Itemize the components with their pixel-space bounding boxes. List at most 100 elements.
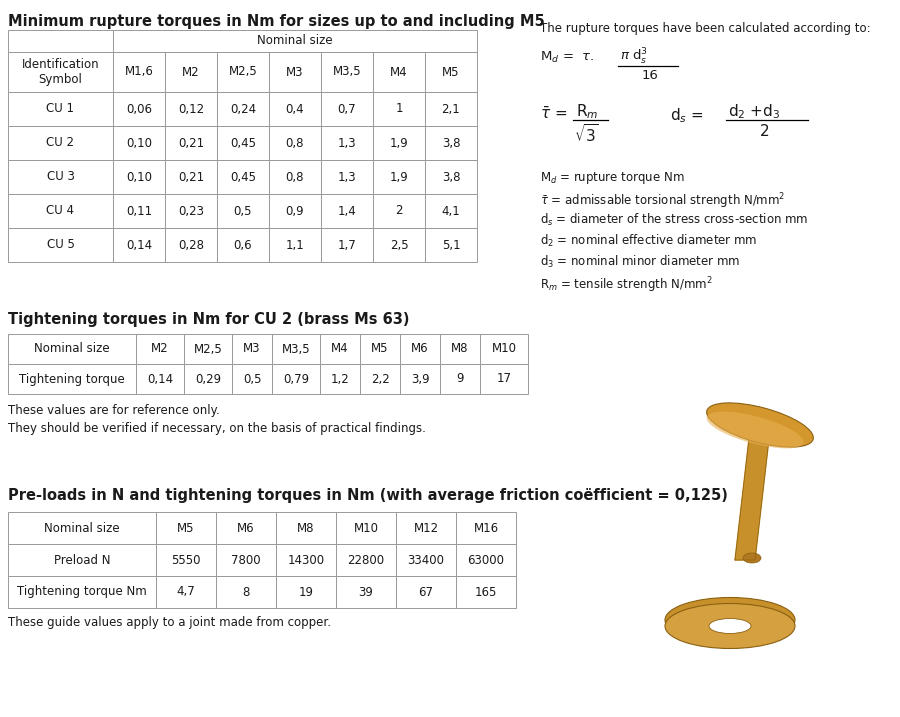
Text: 0,5: 0,5 [243,373,261,386]
Bar [321,52,373,92]
Text: d$_3$ = nominal minor diameter mm: d$_3$ = nominal minor diameter mm [540,254,741,270]
Ellipse shape [709,619,751,634]
Text: M3,5: M3,5 [282,343,310,356]
Bar [396,576,456,608]
Text: 1,9: 1,9 [390,171,409,184]
Text: 0,23: 0,23 [178,204,204,217]
Text: d$_s$ =: d$_s$ = [670,106,704,125]
Bar [8,52,113,92]
Text: Preload N: Preload N [54,554,110,566]
Bar [321,92,373,126]
Bar [456,576,516,608]
Bar [136,364,184,394]
Bar [440,334,480,364]
Bar [320,364,360,394]
Bar [269,52,321,92]
Text: 8: 8 [242,586,249,599]
Ellipse shape [665,604,795,648]
Bar [321,160,373,194]
Text: 0,10: 0,10 [126,171,152,184]
Text: 1,7: 1,7 [338,239,356,252]
Bar [360,334,400,364]
Bar [217,126,269,160]
Ellipse shape [743,553,761,563]
Text: 22800: 22800 [347,554,384,566]
Bar [165,52,217,92]
Bar [8,544,156,576]
Bar [232,364,272,394]
Bar [269,160,321,194]
Text: 0,5: 0,5 [234,204,252,217]
Bar [113,126,165,160]
Bar [217,160,269,194]
Text: The rupture torques have been calculated according to:: The rupture torques have been calculated… [540,22,870,35]
Text: Nominal size: Nominal size [44,521,120,534]
Text: d$_s$ = diameter of the stress cross-section mm: d$_s$ = diameter of the stress cross-sec… [540,212,808,228]
Text: Nominal size: Nominal size [257,34,333,47]
Text: 0,9: 0,9 [285,204,304,217]
Text: M12: M12 [413,521,438,534]
Bar [360,364,400,394]
Text: 67: 67 [418,586,434,599]
Bar [232,334,272,364]
Bar [269,92,321,126]
Bar [425,52,477,92]
Bar [8,92,113,126]
Text: 0,11: 0,11 [126,204,152,217]
Text: 0,4: 0,4 [285,103,304,115]
Text: 19: 19 [299,586,313,599]
Bar [184,364,232,394]
Text: M2: M2 [182,65,200,78]
Bar [373,92,425,126]
Text: 0,12: 0,12 [178,103,204,115]
Bar [440,364,480,394]
Text: 0,21: 0,21 [178,136,204,150]
Text: 2: 2 [760,124,770,139]
Text: M$_d$ = rupture torque Nm: M$_d$ = rupture torque Nm [540,170,685,186]
Text: Minimum rupture torques in Nm for sizes up to and including M5: Minimum rupture torques in Nm for sizes … [8,14,544,29]
Text: 0,14: 0,14 [126,239,152,252]
Text: 0,7: 0,7 [338,103,356,115]
Bar [336,576,396,608]
Text: 0,45: 0,45 [230,171,256,184]
Bar [8,512,156,544]
Text: M$_d$ =  $\tau$.: M$_d$ = $\tau$. [540,50,594,65]
Text: M16: M16 [473,521,499,534]
Text: M4: M4 [331,343,349,356]
Bar [400,364,440,394]
Bar [425,92,477,126]
Bar [396,512,456,544]
Text: R$_m$: R$_m$ [576,102,598,120]
Bar [217,92,269,126]
Text: Pre-loads in N and tightening torques in Nm (with average friction coëfficient =: Pre-loads in N and tightening torques in… [8,488,728,503]
Text: CU 4: CU 4 [47,204,75,217]
Text: Tightening torques in Nm for CU 2 (brass Ms 63): Tightening torques in Nm for CU 2 (brass… [8,312,410,327]
Text: $\pi$ d$^3_s$: $\pi$ d$^3_s$ [620,47,648,67]
Text: M5: M5 [371,343,389,356]
Bar [276,512,336,544]
Bar [8,160,113,194]
Text: 2,2: 2,2 [371,373,390,386]
Text: M6: M6 [238,521,255,534]
Bar [373,126,425,160]
Text: M5: M5 [442,65,460,78]
Text: $\sqrt{3}$: $\sqrt{3}$ [574,123,599,145]
Text: 0,28: 0,28 [178,239,204,252]
Text: Identification
Symbol: Identification Symbol [22,58,99,86]
Text: 33400: 33400 [408,554,445,566]
Bar [217,228,269,262]
Bar [400,334,440,364]
Bar [165,228,217,262]
Text: M3: M3 [243,343,261,356]
Bar [156,512,216,544]
Bar [8,576,156,608]
Text: Nominal size: Nominal size [34,343,110,356]
Bar [8,194,113,228]
Bar [425,160,477,194]
Bar [8,334,136,364]
Polygon shape [735,430,770,560]
Text: 0,6: 0,6 [234,239,252,252]
Text: 2: 2 [395,204,403,217]
Text: 1,2: 1,2 [330,373,349,386]
Bar [373,52,425,92]
